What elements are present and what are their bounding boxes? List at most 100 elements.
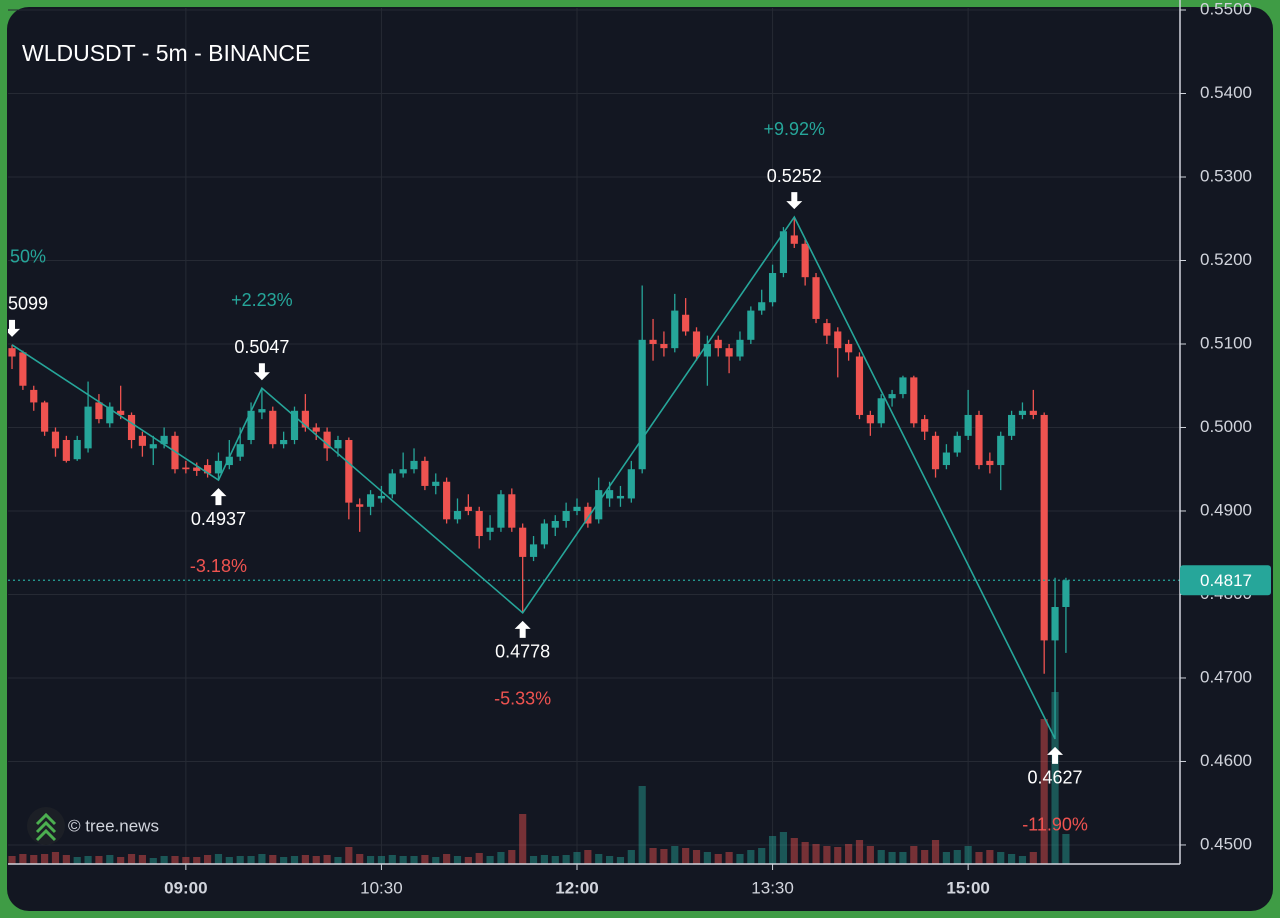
last-price-label: 0.4817	[1200, 571, 1252, 590]
pivot-change-label: +9.92%	[764, 119, 826, 139]
volume-bar	[41, 854, 49, 864]
candle-body	[562, 510, 570, 521]
x-tick-label: 09:00	[164, 878, 207, 897]
volume-bar	[627, 850, 635, 864]
volume-bar	[649, 848, 657, 864]
pivot-price-label: 0.4627	[1028, 768, 1083, 788]
zigzag-line	[11, 215, 1056, 740]
candle-body	[823, 323, 831, 336]
pivot-arrow	[8, 319, 21, 337]
candle-body	[975, 414, 983, 466]
volume-bar	[812, 844, 820, 864]
candle-body	[214, 460, 223, 474]
candle-body	[866, 414, 874, 424]
volume-bar	[312, 856, 320, 864]
y-tick-label: 0.5200	[1200, 250, 1252, 269]
y-tick-label: 0.4600	[1200, 751, 1252, 770]
volume-bar	[964, 846, 972, 864]
pivot-price-label: 0.4778	[495, 642, 550, 662]
candle-body	[8, 348, 16, 357]
candle-body	[606, 490, 614, 499]
volume-bar	[866, 846, 874, 864]
volume-bar	[258, 854, 266, 864]
candle-body	[1051, 606, 1059, 641]
y-tick-label: 0.5400	[1200, 83, 1252, 102]
watermark-logo	[27, 807, 65, 845]
volume-bar	[584, 850, 592, 864]
candle-body	[736, 339, 744, 357]
volume-bar	[73, 857, 81, 864]
candle-body	[236, 444, 244, 457]
volume-bar	[975, 852, 983, 864]
volume-bar	[638, 786, 646, 864]
volume-bar	[1062, 834, 1070, 864]
pivot-arrow	[253, 363, 270, 381]
candle-body	[301, 410, 309, 428]
volume-bar	[953, 850, 961, 864]
candle-body	[845, 343, 853, 353]
volume-bar	[1051, 692, 1059, 864]
candle-body	[714, 339, 722, 349]
x-tick-label: 13:30	[751, 878, 794, 897]
candle-body	[497, 494, 505, 528]
candle-body	[660, 343, 668, 349]
candle-body	[475, 510, 483, 537]
volume-bar	[910, 846, 918, 864]
volume-bar	[801, 842, 809, 864]
candle-body	[1018, 410, 1027, 415]
candle-body	[345, 440, 353, 503]
grid	[8, 8, 1180, 864]
axes: 0.45000.46000.47000.48000.49000.50000.51…	[164, 0, 1252, 897]
candle-body	[356, 504, 364, 507]
volume-bar	[660, 849, 668, 864]
candle-body	[366, 494, 375, 507]
volume-bar	[366, 856, 375, 864]
volume-bar	[290, 856, 299, 864]
volume-bar	[214, 854, 223, 864]
volume-bar	[877, 850, 885, 864]
candle-body	[323, 431, 331, 449]
volume-pane	[8, 692, 1070, 864]
candle-body	[747, 310, 755, 340]
candle-body	[931, 435, 940, 470]
candle-body	[703, 343, 711, 357]
candle-body	[41, 402, 49, 432]
x-tick-label: 10:30	[360, 878, 403, 897]
candle-body	[910, 377, 918, 424]
candle-body	[921, 419, 929, 432]
volume-bar	[84, 856, 92, 864]
candle-body	[682, 314, 690, 332]
volume-bar	[269, 855, 277, 864]
candle-body	[519, 527, 527, 557]
volume-bar	[692, 850, 701, 864]
volume-bar	[703, 852, 711, 864]
pivot-arrow	[1047, 746, 1064, 764]
volume-bar	[8, 856, 16, 864]
volume-bar	[106, 855, 114, 864]
volume-bar	[160, 856, 168, 864]
candle-body	[432, 481, 440, 486]
candle-body	[149, 444, 157, 449]
pivot-price-label: 0.5252	[767, 166, 822, 186]
candle-body	[443, 481, 451, 520]
y-tick-label: 0.5300	[1200, 166, 1252, 185]
candle-body	[486, 527, 494, 532]
candle-body	[529, 544, 538, 557]
x-tick-label: 15:00	[946, 878, 989, 897]
candle-body	[573, 506, 581, 511]
volume-bar	[758, 848, 766, 864]
candle-body	[62, 440, 70, 461]
candle-body	[73, 440, 81, 460]
candle-body	[138, 435, 146, 446]
volume-bar	[464, 857, 472, 864]
candle-body	[508, 494, 516, 528]
candle-body	[551, 520, 559, 528]
volume-bar	[845, 844, 853, 864]
candle-body	[812, 277, 820, 319]
volume-bar	[117, 857, 125, 864]
volume-bar	[823, 846, 831, 864]
volume-bar	[334, 857, 342, 864]
pivot-arrow	[210, 488, 227, 506]
y-tick-label: 0.5500	[1200, 0, 1252, 18]
candle-body	[51, 431, 60, 449]
